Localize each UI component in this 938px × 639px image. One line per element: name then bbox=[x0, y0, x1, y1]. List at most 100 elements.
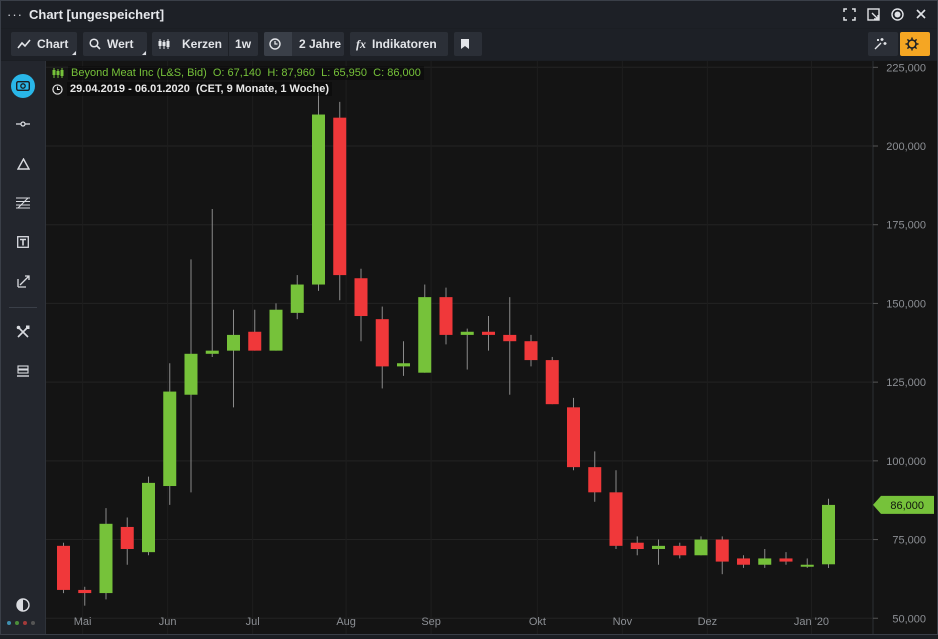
low-value: L: 65,950 bbox=[321, 67, 368, 79]
indicators-button[interactable]: fx Indikatoren bbox=[350, 32, 448, 56]
x-tick-label: Mai bbox=[74, 616, 92, 628]
record-icon[interactable] bbox=[889, 6, 905, 22]
clock-icon bbox=[264, 32, 292, 56]
range-label: 2 Jahre bbox=[299, 37, 342, 51]
bookmark-icon bbox=[461, 39, 469, 49]
candle-down bbox=[524, 341, 538, 361]
candle-up bbox=[142, 482, 155, 553]
y-tick-label: 175,000 bbox=[886, 220, 926, 232]
fibonacci-icon[interactable] bbox=[11, 191, 35, 215]
candle-up bbox=[227, 334, 240, 351]
candle-down bbox=[482, 331, 495, 335]
close-value: C: 86,000 bbox=[373, 67, 421, 79]
high-value: H: 87,960 bbox=[267, 67, 316, 79]
candle-up bbox=[694, 539, 708, 556]
last-price-label: 86,000 bbox=[890, 500, 924, 512]
candle-down bbox=[737, 558, 750, 565]
function-icon: fx bbox=[356, 36, 366, 51]
triangle-icon[interactable] bbox=[11, 152, 35, 176]
range-group[interactable]: 2 Jahre bbox=[264, 32, 344, 56]
chart-type-label: Chart bbox=[37, 37, 69, 51]
y-tick-label: 225,000 bbox=[886, 62, 926, 74]
bookmark-button[interactable] bbox=[454, 32, 482, 56]
candle-up bbox=[418, 297, 432, 373]
popout-icon[interactable] bbox=[865, 6, 881, 22]
candlestick-chart[interactable]: 225,000 200,000 175,000 150,000 125,000 100,0… bbox=[46, 61, 937, 634]
x-tick-label: Okt bbox=[529, 616, 546, 628]
arrow-tool-icon[interactable] bbox=[11, 269, 35, 293]
stack-icon[interactable] bbox=[11, 359, 35, 383]
maximize-icon[interactable] bbox=[841, 6, 857, 22]
sidebar-divider bbox=[9, 307, 37, 308]
line-chart-icon bbox=[17, 39, 31, 49]
x-tick-label: Aug bbox=[336, 616, 356, 628]
candle-up bbox=[163, 391, 177, 487]
status-dots bbox=[7, 621, 35, 625]
y-tick-label: 200,000 bbox=[886, 141, 926, 153]
candle-down bbox=[333, 117, 347, 276]
interval-button[interactable]: 1w bbox=[229, 37, 257, 51]
candle-up bbox=[758, 558, 772, 565]
magic-tools-button[interactable] bbox=[868, 32, 898, 56]
candle-down bbox=[609, 492, 623, 546]
x-tick-label: Dez bbox=[698, 616, 718, 628]
candle-up bbox=[312, 114, 325, 285]
candle-up bbox=[184, 353, 198, 395]
candle-up bbox=[205, 350, 219, 354]
y-tick-label: 75,000 bbox=[892, 535, 926, 547]
candles-label: Kerzen bbox=[182, 37, 223, 51]
chart-type-button[interactable]: Chart bbox=[11, 32, 77, 56]
camera-icon[interactable] bbox=[11, 74, 35, 98]
period-range: 29.04.2019 - 06.01.2020 bbox=[70, 83, 190, 95]
line-tool-icon[interactable] bbox=[11, 112, 35, 136]
candle-down bbox=[588, 467, 602, 493]
candle-down bbox=[57, 545, 70, 590]
candle-down bbox=[779, 558, 793, 562]
interval-label: 1w bbox=[235, 37, 252, 51]
candle-down bbox=[545, 360, 559, 405]
y-tick-label: 150,000 bbox=[886, 298, 926, 310]
candles-icon bbox=[52, 68, 64, 78]
candles-button[interactable]: Kerzen bbox=[152, 32, 230, 56]
close-icon[interactable] bbox=[913, 6, 929, 22]
gear-icon bbox=[905, 37, 919, 51]
chart-panel[interactable]: 225,000 200,000 175,000 150,000 125,000 100,0… bbox=[46, 61, 937, 634]
instrument-legend: Beyond Meat Inc (L&S, Bid) O: 67,140 H: … bbox=[52, 66, 424, 80]
last-price-tag bbox=[873, 495, 934, 514]
candle-down bbox=[630, 542, 644, 549]
x-tick-label: Jun bbox=[159, 616, 177, 628]
candle-up bbox=[269, 309, 283, 351]
x-tick-label: Sep bbox=[421, 616, 441, 628]
x-tick-label: Nov bbox=[613, 616, 633, 628]
title-bar: ··· Chart [ungespeichert] bbox=[1, 1, 937, 28]
candle-down bbox=[567, 407, 580, 468]
candle-down bbox=[120, 526, 134, 549]
candles-icon bbox=[158, 39, 170, 49]
candle-up bbox=[652, 545, 665, 549]
candle-down bbox=[439, 297, 453, 335]
candle-up bbox=[822, 504, 835, 565]
text-tool-icon[interactable] bbox=[11, 230, 35, 254]
search-icon bbox=[89, 38, 101, 50]
candle-down bbox=[375, 319, 389, 367]
instrument-name: Beyond Meat Inc (L&S, Bid) bbox=[71, 67, 207, 79]
period-legend: 29.04.2019 - 06.01.2020 (CET, 9 Monate, … bbox=[52, 82, 333, 96]
sparkle-icon bbox=[874, 38, 887, 50]
contrast-icon[interactable] bbox=[11, 593, 35, 617]
x-tick-label: Jul bbox=[246, 616, 260, 628]
drawing-tools-sidebar bbox=[1, 61, 46, 634]
candle-down bbox=[715, 539, 729, 562]
window-menu-icon[interactable]: ··· bbox=[7, 7, 23, 22]
y-tick-label: 50,000 bbox=[892, 613, 926, 625]
y-tick-label: 100,000 bbox=[886, 456, 926, 468]
candle-down bbox=[503, 334, 517, 342]
settings-button[interactable] bbox=[900, 32, 930, 56]
candle-down bbox=[248, 331, 262, 351]
candle-up bbox=[290, 284, 304, 313]
window-title: Chart [ungespeichert] bbox=[29, 7, 165, 22]
x-tick-label: Jan '20 bbox=[794, 616, 829, 628]
value-button[interactable]: Wert bbox=[83, 32, 147, 56]
tools-icon[interactable] bbox=[11, 320, 35, 344]
candle-up bbox=[397, 363, 410, 367]
